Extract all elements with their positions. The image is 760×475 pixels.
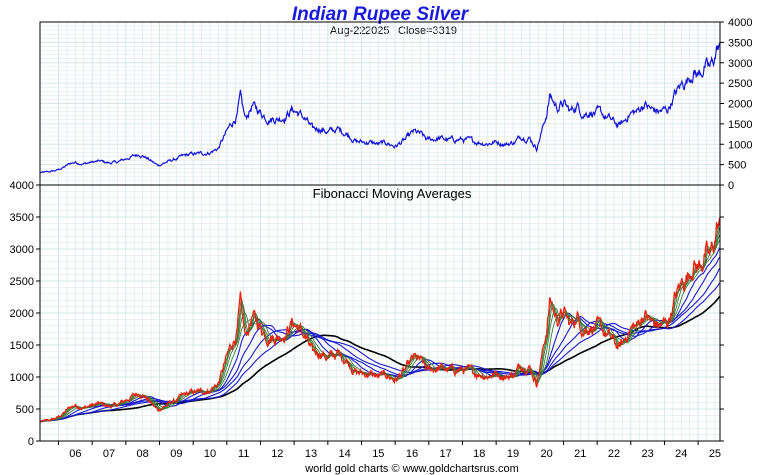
x-tick-label: 16 [406, 448, 418, 460]
medium-moving-average [39, 256, 721, 423]
price-line-lower [39, 217, 721, 423]
price-panel-y-axis: 0 500 1000 1500 2000 2500 3000 3500 4000 [720, 17, 752, 192]
price-panel-y-tick-label: 500 [728, 160, 746, 172]
price-panel-y-tick-label: 3500 [728, 37, 752, 49]
fibonacci-panel: Fibonacci Moving Averages 0 500 1000 1500 20… [10, 180, 724, 460]
price-line [39, 42, 721, 174]
x-tick-label: 24 [675, 448, 687, 460]
x-tick-label: 23 [641, 448, 653, 460]
x-axis: 06 07 08 09 10 11 12 13 14 15 16 17 18 19 20 21 22 23 24 25 [58, 441, 721, 460]
fast-moving-average [39, 223, 721, 423]
fibonacci-panel-y-tick-label-left: 4000 [10, 180, 34, 192]
price-panel-y-tick-label: 3000 [728, 58, 752, 70]
x-tick-label: 22 [608, 448, 620, 460]
chart-title: Indian Rupee Silver [292, 4, 470, 25]
x-tick-label: 08 [137, 448, 149, 460]
x-tick-label: 25 [709, 448, 721, 460]
fibonacci-panel-y-tick-label-left: 500 [16, 404, 34, 416]
fibonacci-panel-y-tick-label-left: 3500 [10, 212, 34, 224]
price-panel-y-tick-label: 1500 [728, 119, 752, 131]
fibonacci-panel-y-tick-label-left: 1000 [10, 372, 34, 384]
fibonacci-panel-y-tick-label-left: 0 [28, 436, 34, 448]
x-tick-label: 15 [372, 448, 384, 460]
price-panel-grid [40, 21, 720, 186]
price-panel-y-tick-label: 2000 [728, 99, 752, 111]
x-tick-label: 18 [473, 448, 485, 460]
fast-moving-average [39, 234, 721, 423]
price-panel: 0 500 1000 1500 2000 2500 3000 3500 4000 [39, 17, 752, 192]
x-tick-label: 10 [204, 448, 216, 460]
price-panel-y-tick-label: 2500 [728, 78, 752, 90]
x-tick-label: 13 [305, 448, 317, 460]
x-tick-label: 20 [541, 448, 553, 460]
price-panel-y-tick-label: 1000 [728, 139, 752, 151]
subtitle-close: Close=3319 [398, 25, 457, 37]
fibonacci-panel-y-axis: 0 500 1000 1500 2000 2500 3000 3500 4000 [10, 180, 724, 448]
x-tick-label: 17 [440, 448, 452, 460]
fibonacci-panel-y-tick-label-left: 2500 [10, 276, 34, 288]
price-panel-series [39, 42, 721, 174]
price-panel-y-tick-label: 4000 [728, 17, 752, 29]
x-tick-label: 09 [170, 448, 182, 460]
price-panel-y-tick-label: 0 [728, 180, 734, 192]
fibonacci-panel-y-tick-label-left: 1500 [10, 340, 34, 352]
footer-credit: world gold charts © www.goldchartsrus.co… [304, 463, 519, 475]
x-tick-label: 06 [69, 448, 81, 460]
medium-moving-average [39, 282, 721, 423]
fibonacci-panel-label: Fibonacci Moving Averages [313, 186, 472, 201]
subtitle-date: Aug-22 [330, 25, 365, 37]
x-tick-label: 11 [238, 448, 249, 460]
fibonacci-panel-y-tick-label-left: 2000 [10, 308, 34, 320]
fibonacci-panel-series [39, 217, 721, 423]
fast-moving-average [39, 226, 721, 423]
x-tick-label: 19 [507, 448, 519, 460]
x-tick-label: 14 [339, 448, 351, 460]
x-tick-label: 21 [574, 448, 586, 460]
x-tick-label: 12 [271, 448, 283, 460]
fibonacci-panel-y-tick-label-left: 3000 [10, 244, 34, 256]
fast-moving-average [39, 240, 721, 423]
subtitle-year: 2025 [365, 25, 389, 37]
x-tick-label: 07 [103, 448, 115, 460]
